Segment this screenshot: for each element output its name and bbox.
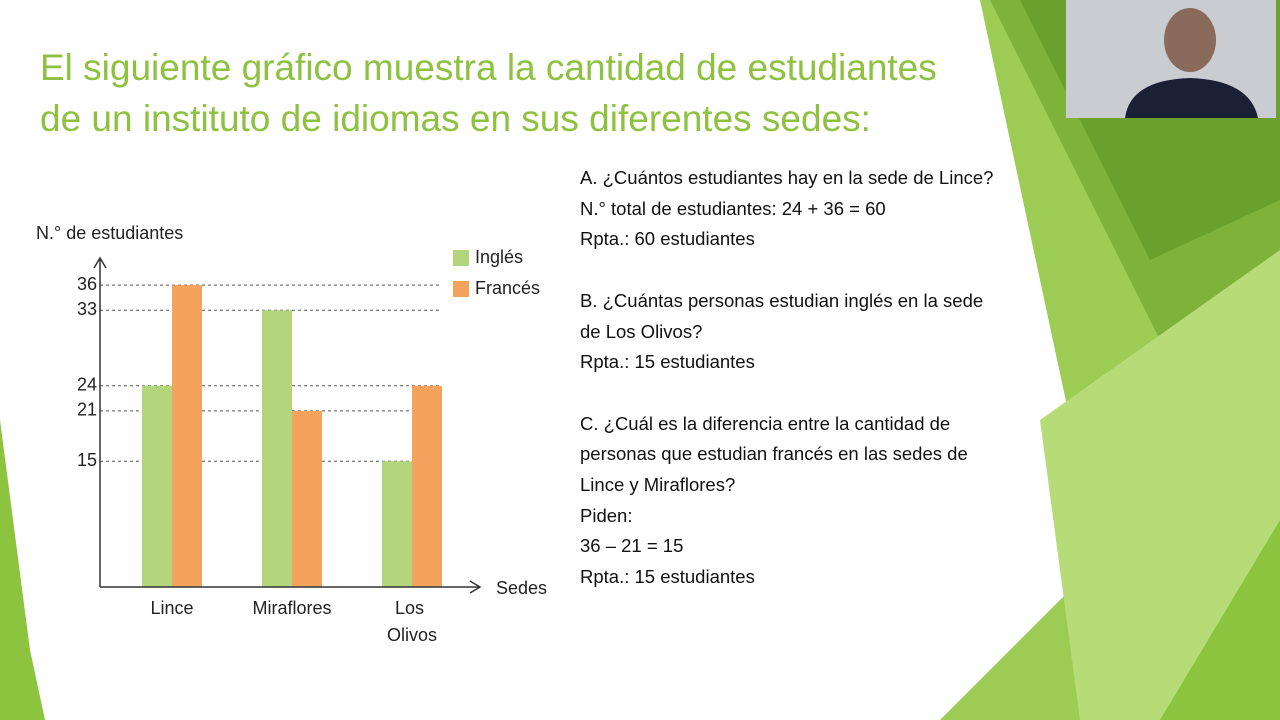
y-axis-arrow (93, 256, 107, 269)
legend-label: Inglés (475, 247, 523, 267)
question-line: C. ¿Cuál es la diferencia entre la canti… (580, 412, 968, 495)
question-line: Piden: (580, 504, 633, 526)
question-line: Rpta.: 15 estudiantes (580, 566, 755, 588)
x-tick-label: Lince (150, 598, 193, 618)
question-line: A. ¿Cuántos estudiantes hay en la sede d… (580, 167, 994, 188)
bar (142, 385, 172, 587)
title: El siguiente gráfico muestra la cantidad… (40, 47, 937, 139)
question-line: Rpta.: 60 estudiantes (580, 228, 755, 250)
x-tick-label-line: Lince (150, 598, 193, 618)
y-tick-label: 24 (77, 375, 97, 395)
question-line: Rpta.: 15 estudiantes (580, 351, 755, 373)
questions: A. ¿Cuántos estudiantes hay en la sede d… (580, 163, 1000, 624)
y-tick-label: 21 (77, 400, 97, 420)
legend-swatch (453, 281, 469, 297)
y-axis-title: N.° de estudiantes (36, 223, 183, 243)
decor (0, 420, 45, 720)
bar (382, 461, 412, 587)
bar (292, 410, 322, 587)
x-axis-arrow (469, 580, 482, 594)
question-line: N.° total de estudiantes: 24 + 36 = 60 (580, 197, 886, 219)
question: B. ¿Cuántas personas estudian inglés en … (580, 286, 1000, 378)
legend-label: Francés (475, 278, 540, 298)
decor (1040, 250, 1280, 720)
webcam-person (1164, 8, 1216, 72)
x-tick-label: Miraflores (252, 598, 331, 618)
x-tick-label: Los Olivos (387, 598, 437, 645)
bar (262, 310, 292, 587)
question: A. ¿Cuántos estudiantes hay en la sede d… (580, 163, 1000, 255)
chart: 15 21 24 33 36 Lince Miraflores Los Olivos N.° d… (36, 223, 547, 645)
x-tick-label-line: Los (395, 598, 429, 618)
y-tick-label: 36 (77, 274, 97, 294)
x-tick-label-line: Miraflores (252, 598, 331, 618)
bar (412, 385, 442, 587)
y-tick-label: 15 (77, 450, 97, 470)
x-axis-title: Sedes (496, 578, 547, 598)
x-tick-label-line: Olivos (387, 625, 437, 645)
decor (1160, 520, 1280, 720)
y-tick-label: 33 (77, 299, 97, 319)
legend-swatch (453, 250, 469, 266)
question: C. ¿Cuál es la diferencia entre la canti… (580, 409, 1000, 593)
bar (172, 285, 202, 587)
webcam-person (1125, 78, 1258, 118)
question-line: B. ¿Cuántas personas estudian inglés en … (580, 289, 984, 342)
question-line: 36 – 21 = 15 (580, 535, 684, 557)
